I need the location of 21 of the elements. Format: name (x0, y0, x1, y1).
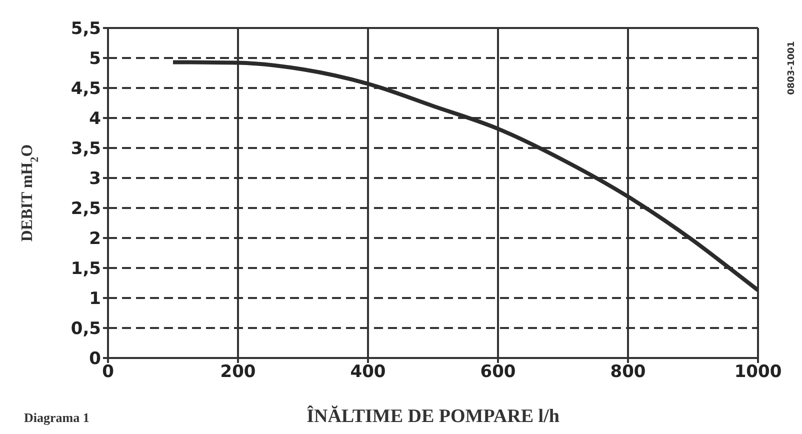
y-tick-label: 2,5 (70, 199, 101, 220)
y-tick-label: 5,5 (70, 19, 101, 40)
x-axis-title: ÎNĂLTIME DE POMPARE l/h (306, 405, 560, 427)
x-tick-label: 0 (102, 362, 114, 382)
y-tick-label: 3 (89, 169, 101, 190)
y-tick-label: 4,5 (70, 79, 101, 100)
x-tick-label: 1000 (734, 362, 782, 382)
x-tick-label: 800 (610, 362, 646, 382)
y-tick-label: 1 (89, 289, 101, 310)
y-tick-label: 2 (89, 229, 101, 250)
y-tick-label: 4 (89, 109, 102, 130)
y-tick-label: 3,5 (70, 139, 101, 160)
x-tick-label: 400 (350, 362, 386, 382)
text: 0803-1001 (787, 41, 797, 95)
x-tick-label: 600 (480, 362, 516, 382)
y-tick-label: 5 (89, 49, 101, 70)
x-tick-label: 200 (220, 362, 256, 382)
y-tick-label: 1,5 (70, 259, 101, 280)
text: Diagrama 1 (24, 410, 90, 425)
y-tick-label: 0 (89, 349, 102, 370)
y-tick-label: 0,5 (70, 319, 101, 340)
